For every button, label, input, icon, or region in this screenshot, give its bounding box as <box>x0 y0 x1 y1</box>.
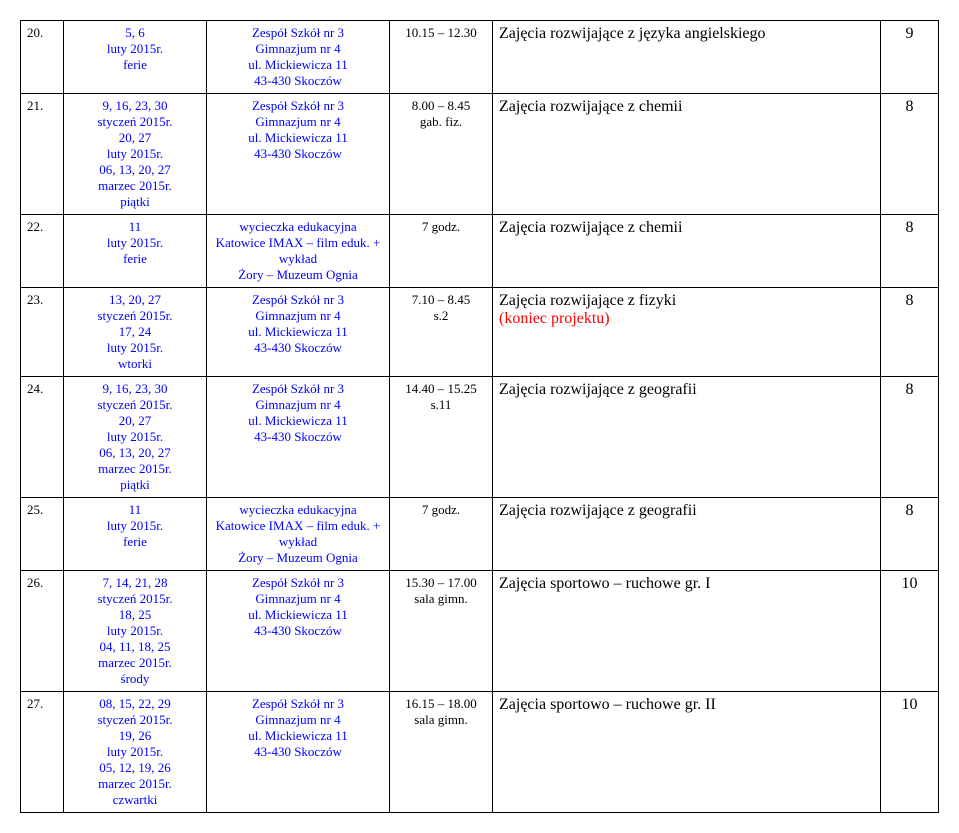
row-count: 8 <box>881 94 939 215</box>
table-row: 22.11luty 2015r.feriewycieczka edukacyjn… <box>21 215 939 288</box>
row-subject: Zajęcia rozwijające z fizyki (koniec pro… <box>493 288 881 377</box>
row-dates: 5, 6luty 2015r.ferie <box>64 21 207 94</box>
table-row: 26.7, 14, 21, 28styczeń 2015r.18, 25luty… <box>21 571 939 692</box>
row-subject: Zajęcia rozwijające z języka angielskieg… <box>493 21 881 94</box>
row-number: 25. <box>21 498 64 571</box>
row-dates: 08, 15, 22, 29styczeń 2015r.19, 26luty 2… <box>64 692 207 813</box>
row-dates: 9, 16, 23, 30styczeń 2015r.20, 27luty 20… <box>64 377 207 498</box>
row-dates: 13, 20, 27styczeń 2015r.17, 24luty 2015r… <box>64 288 207 377</box>
table-row: 20.5, 6luty 2015r.ferieZespół Szkół nr 3… <box>21 21 939 94</box>
row-subject: Zajęcia rozwijające z geografii <box>493 498 881 571</box>
schedule-table: 20.5, 6luty 2015r.ferieZespół Szkół nr 3… <box>20 20 939 813</box>
row-count: 10 <box>881 571 939 692</box>
row-time: 7.10 – 8.45s.2 <box>390 288 493 377</box>
row-number: 22. <box>21 215 64 288</box>
row-number: 24. <box>21 377 64 498</box>
table-row: 21.9, 16, 23, 30styczeń 2015r.20, 27luty… <box>21 94 939 215</box>
row-subject: Zajęcia rozwijające z geografii <box>493 377 881 498</box>
row-time: 7 godz. <box>390 498 493 571</box>
row-dates: 11luty 2015r.ferie <box>64 498 207 571</box>
row-dates: 7, 14, 21, 28styczeń 2015r.18, 25luty 20… <box>64 571 207 692</box>
table-row: 25.11luty 2015r.feriewycieczka edukacyjn… <box>21 498 939 571</box>
row-subject: Zajęcia sportowo – ruchowe gr. II <box>493 692 881 813</box>
row-count: 10 <box>881 692 939 813</box>
row-place: wycieczka edukacyjnaKatowice IMAX – film… <box>207 215 390 288</box>
row-time: 10.15 – 12.30 <box>390 21 493 94</box>
row-place: Zespół Szkół nr 3Gimnazjum nr 4ul. Micki… <box>207 571 390 692</box>
row-count: 8 <box>881 498 939 571</box>
row-subject: Zajęcia rozwijające z chemii <box>493 215 881 288</box>
row-place: Zespół Szkół nr 3Gimnazjum nr 4ul. Micki… <box>207 21 390 94</box>
row-subject: Zajęcia rozwijające z chemii <box>493 94 881 215</box>
row-count: 9 <box>881 21 939 94</box>
table-row: 23.13, 20, 27styczeń 2015r.17, 24luty 20… <box>21 288 939 377</box>
row-dates: 9, 16, 23, 30styczeń 2015r.20, 27luty 20… <box>64 94 207 215</box>
row-time: 7 godz. <box>390 215 493 288</box>
row-number: 27. <box>21 692 64 813</box>
row-place: Zespół Szkół nr 3Gimnazjum nr 4ul. Micki… <box>207 692 390 813</box>
row-place: Zespół Szkół nr 3Gimnazjum nr 4ul. Micki… <box>207 377 390 498</box>
row-dates: 11luty 2015r.ferie <box>64 215 207 288</box>
row-count: 8 <box>881 377 939 498</box>
table-row: 27.08, 15, 22, 29styczeń 2015r.19, 26lut… <box>21 692 939 813</box>
row-number: 20. <box>21 21 64 94</box>
row-time: 8.00 – 8.45gab. fiz. <box>390 94 493 215</box>
row-place: Zespół Szkół nr 3Gimnazjum nr 4ul. Micki… <box>207 94 390 215</box>
row-time: 14.40 – 15.25s.11 <box>390 377 493 498</box>
row-count: 8 <box>881 215 939 288</box>
row-number: 21. <box>21 94 64 215</box>
row-time: 15.30 – 17.00sala gimn. <box>390 571 493 692</box>
row-count: 8 <box>881 288 939 377</box>
row-place: Zespół Szkół nr 3Gimnazjum nr 4ul. Micki… <box>207 288 390 377</box>
row-number: 23. <box>21 288 64 377</box>
table-row: 24.9, 16, 23, 30styczeń 2015r.20, 27luty… <box>21 377 939 498</box>
row-place: wycieczka edukacyjnaKatowice IMAX – film… <box>207 498 390 571</box>
row-number: 26. <box>21 571 64 692</box>
row-time: 16.15 – 18.00sala gimn. <box>390 692 493 813</box>
row-subject: Zajęcia sportowo – ruchowe gr. I <box>493 571 881 692</box>
